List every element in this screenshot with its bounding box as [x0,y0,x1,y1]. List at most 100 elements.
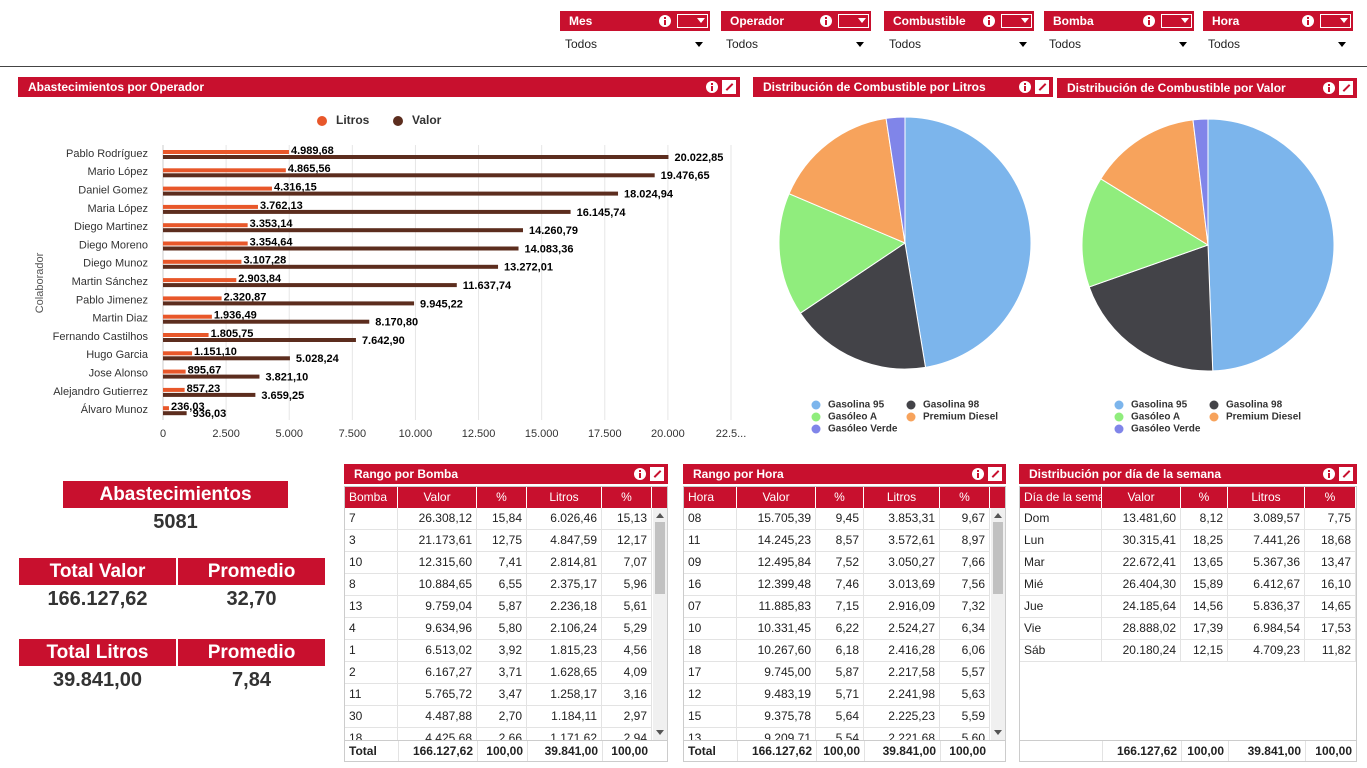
info-icon[interactable] [659,15,671,27]
bar [163,338,356,342]
legend-marker [317,116,327,126]
pie-slice [788,117,906,244]
expand-icon[interactable] [1339,81,1353,95]
value-label: 3.107,28 [243,255,286,267]
table-cell: 2.241,98 [864,684,940,705]
table-cell: 2.814,81 [527,552,602,573]
table-cell: Lun [1020,530,1102,551]
table-cell: 3,71 [477,662,527,683]
filter-menu-button[interactable] [1001,14,1032,28]
filter-value[interactable]: Todos [1049,37,1082,51]
panel-title: Abastecimientos por Operador [28,80,205,94]
value-label: 14.260,79 [529,225,578,237]
table-cell: 18,68 [1305,530,1356,551]
value-label: 13.272,01 [504,262,553,274]
expand-icon-arrow [725,83,734,91]
bar [163,246,519,251]
value-label: 14.083,36 [525,243,574,255]
table-cell: 5,60 [940,728,990,740]
category-label: Pablo Rodríguez [66,148,148,160]
expand-icon[interactable] [650,467,664,481]
legend-label: Gasóleo A [1131,412,1180,423]
filter-menu-button[interactable] [1161,14,1192,28]
table-cell: 10 [345,552,398,573]
filter-label: Operador [730,14,785,28]
table-cell: 1.184,11 [527,706,602,727]
info-icon[interactable] [1323,468,1335,480]
table-cell: 100,00 [477,741,527,761]
expand-icon[interactable] [1035,80,1049,94]
table-cell: 3.050,27 [864,552,940,573]
filter-value[interactable]: Todos [726,37,759,51]
category-label: Fernando Castilhos [53,331,149,343]
table-row: Dom 13.481,60 8,12 3.089,57 7,75 [1020,508,1356,530]
kpi-label: Total Litros [19,639,176,666]
bar [163,241,248,246]
scrollbar[interactable] [653,508,667,740]
filter-menu-button[interactable] [677,14,708,28]
expand-icon[interactable] [988,467,1002,481]
table-row: Mié 26.404,30 15,89 6.412,67 16,10 [1020,574,1356,596]
kpi-label: Promedio [178,639,325,666]
filter-value[interactable]: Todos [889,37,922,51]
pie-slice [778,193,907,314]
table-cell: 1.171,62 [527,728,602,740]
pie-slice [1100,119,1209,246]
table-cell: 2.916,09 [864,596,940,617]
scrollbar[interactable] [991,508,1005,740]
dropdown-arrow [1179,42,1187,47]
table-row: Vie 28.888,02 17,39 6.984,54 17,53 [1020,618,1356,640]
bar [163,319,370,324]
table-cell: 13 [684,728,737,740]
table-row: 16 12.399,48 7,46 3.013,69 7,56 [684,574,990,596]
info-icon[interactable] [983,15,995,27]
table-cell: 2,70 [477,706,527,727]
info-icon[interactable] [1019,81,1031,93]
info-icon[interactable] [972,468,984,480]
info-icon[interactable] [820,15,832,27]
info-icon-dot [664,17,666,19]
table-body: 08 15.705,39 9,45 3.853,31 9,67 11 14.245,23 8,… [684,508,990,740]
filter-label: Hora [1212,14,1240,28]
table-cell: 2 [345,662,398,683]
header-divider [0,66,1367,67]
menu-arrow [1181,18,1189,23]
filter-value[interactable]: Todos [565,37,598,51]
table-cell: Vie [1020,618,1102,639]
info-icon-dot [1148,17,1150,19]
filter-menu-button[interactable] [1320,14,1351,28]
bar [163,283,457,288]
table-cell: 12,17 [602,530,652,551]
filter-value[interactable]: Todos [1208,37,1241,51]
info-icon-dot [1307,17,1309,19]
expand-icon[interactable] [722,80,736,94]
bar [163,168,286,173]
column-header: % [940,487,990,508]
table-cell: 100,00 [602,741,652,761]
filter-menu-button[interactable] [838,14,869,28]
kpi-label: Total Valor [19,558,176,585]
info-icon[interactable] [1302,15,1314,27]
expand-icon-arrow [991,470,1000,478]
expand-icon[interactable] [1339,467,1353,481]
info-icon-dot [1024,83,1026,85]
menu-arrow [1021,18,1029,23]
category-label: Daniel Gomez [78,185,148,197]
legend-label: Gasolina 98 [923,400,980,411]
info-icon[interactable] [1323,82,1335,94]
table-cell: 1.258,17 [527,684,602,705]
info-icon[interactable] [634,468,646,480]
table-cell: 18,25 [1181,530,1228,551]
info-icon[interactable] [706,81,718,93]
scrollbar-thumb[interactable] [655,522,665,594]
scrollbar-thumb[interactable] [993,522,1003,594]
info-icon[interactable] [1143,15,1155,27]
info-icon-bar [711,86,713,91]
x-tick-label: 5.000 [275,428,303,440]
category-label: Maria López [87,203,148,215]
table-cell: 3.013,69 [864,574,940,595]
legend-label: Premium Diesel [1226,412,1301,423]
kpi-label: Abastecimientos [63,481,288,508]
table-cell: 3.572,61 [864,530,940,551]
table-cell: 24.185,64 [1102,596,1181,617]
